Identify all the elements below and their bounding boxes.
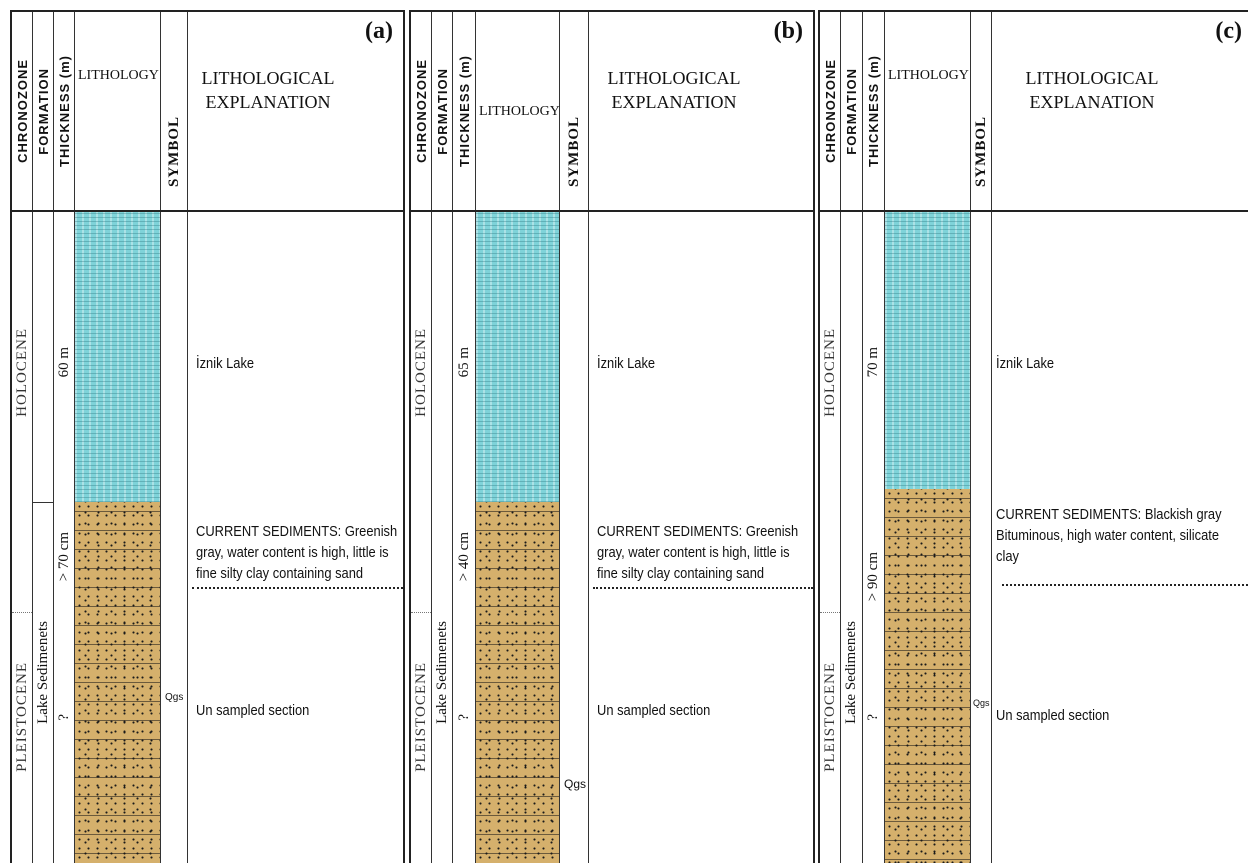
- header-divider: [12, 210, 403, 212]
- formation-header: FORMATION: [35, 67, 51, 155]
- lake-sediment-layer: [75, 502, 160, 863]
- column-divider: [588, 12, 589, 863]
- chronozone-header: CHRONOZONE: [14, 59, 30, 163]
- symbol-code: Qgs: [165, 692, 184, 703]
- panel-letter: (b): [773, 18, 803, 44]
- chronozone-header: CHRONOZONE: [822, 59, 838, 163]
- unsampled-description: Un sampled section: [196, 702, 310, 719]
- lithology-header: LITHOLOGY: [78, 68, 159, 83]
- sampling-boundary: [593, 587, 813, 589]
- column-divider: [475, 12, 476, 863]
- thickness-header: THICKNESS (m): [866, 55, 881, 167]
- explanation-header-line2: EXPLANATION: [611, 92, 737, 112]
- column-divider: [452, 12, 453, 863]
- lake-description: İznik Lake: [597, 355, 656, 372]
- stratigraphic-column-b: CHRONOZONE FORMATION THICKNESS (m) LITHO…: [409, 10, 815, 863]
- formation-header: FORMATION: [844, 67, 859, 155]
- formation-name: Lake Sedimenets: [433, 620, 450, 724]
- lake-water-layer: [75, 212, 160, 502]
- stratigraphic-column-c: CHRONOZONE FORMATION THICKNESS (m) LITHO…: [818, 10, 1248, 863]
- chronozone-boundary: [820, 612, 840, 613]
- holocene-label: HOLOCENE: [412, 327, 429, 417]
- sediment-description: CURRENT SEDIMENTS: Greenish gray, water …: [597, 523, 799, 582]
- lake-thickness: 70 m: [865, 346, 881, 378]
- pleistocene-label: PLEISTOCENE: [821, 662, 838, 772]
- lake-sediment-layer: [885, 489, 970, 863]
- chronozone-boundary: [411, 612, 431, 613]
- symbol-code: Qgs: [973, 698, 990, 708]
- lithology-header: LITHOLOGY: [479, 104, 560, 119]
- lake-water-layer: [885, 212, 970, 502]
- sediment-description: CURRENT SEDIMENTS: Greenish gray, water …: [196, 523, 398, 582]
- column-divider: [431, 12, 432, 863]
- sampling-boundary: [192, 587, 403, 589]
- symbol-header: SYMBOL: [972, 116, 989, 188]
- thickness-header: THICKNESS (m): [456, 55, 472, 167]
- chronozone-header: CHRONOZONE: [413, 59, 429, 163]
- header-divider: [820, 210, 1248, 212]
- pleistocene-label: PLEISTOCENE: [13, 662, 30, 772]
- lake-thickness: 60 m: [55, 346, 72, 378]
- column-divider: [187, 12, 188, 863]
- lake-description: İznik Lake: [996, 355, 1055, 372]
- symbol-code: Qgs: [564, 777, 587, 791]
- explanation-header-line2: EXPLANATION: [205, 92, 331, 112]
- symbol-header: SYMBOL: [565, 116, 582, 188]
- chronozone-boundary: [12, 612, 32, 613]
- holocene-label: HOLOCENE: [821, 327, 838, 417]
- sediment-thickness: > 90 cm: [865, 552, 881, 602]
- stratigraphic-column-a: CHRONOZONE FORMATION THICKNESS (m) LITHO…: [10, 10, 405, 863]
- explanation-header-line1: LITHOLOGICAL: [1025, 68, 1159, 88]
- explanation-header-line1: LITHOLOGICAL: [607, 68, 741, 88]
- holocene-label: HOLOCENE: [13, 327, 30, 417]
- thickness-header: THICKNESS (m): [56, 55, 72, 167]
- panel-letter: (a): [365, 18, 393, 44]
- header-divider: [411, 210, 813, 212]
- unsampled-description: Un sampled section: [597, 702, 711, 719]
- sediment-thickness: > 70 cm: [55, 532, 72, 582]
- lake-description: İznik Lake: [196, 355, 255, 372]
- sampling-boundary: [1002, 584, 1248, 586]
- column-divider: [991, 12, 992, 863]
- lake-water-layer: [476, 212, 559, 502]
- column-divider: [840, 12, 841, 863]
- lithology-header: LITHOLOGY: [888, 68, 969, 83]
- formation-header: FORMATION: [434, 67, 450, 155]
- column-divider: [559, 12, 560, 863]
- column-divider: [884, 12, 885, 863]
- pleistocene-label: PLEISTOCENE: [412, 662, 429, 772]
- column-divider: [32, 12, 33, 863]
- explanation-header: LITHOLOGICAL EXPLANATION: [992, 66, 1192, 114]
- unknown-thickness: ?: [865, 713, 881, 721]
- explanation-header: LITHOLOGICAL EXPLANATION: [188, 66, 348, 114]
- unsampled-description: Un sampled section: [996, 707, 1110, 724]
- explanation-header-line2: EXPLANATION: [1029, 92, 1155, 112]
- column-divider: [74, 12, 75, 863]
- sediment-thickness: > 40 cm: [455, 532, 472, 582]
- symbol-header: SYMBOL: [165, 116, 182, 188]
- column-divider: [970, 12, 971, 863]
- lake-thickness: 65 m: [455, 346, 472, 378]
- explanation-header-line1: LITHOLOGICAL: [201, 68, 335, 88]
- explanation-header: LITHOLOGICAL EXPLANATION: [589, 66, 759, 114]
- formation-name: Lake Sedimenets: [843, 620, 859, 724]
- column-divider: [862, 12, 863, 863]
- lake-sediment-layer: [476, 502, 559, 863]
- sediment-description: CURRENT SEDIMENTS: Blackish gray Bitumin…: [996, 506, 1222, 565]
- unknown-thickness: ?: [455, 713, 472, 721]
- formation-top-line: [33, 502, 53, 503]
- formation-name: Lake Sedimenets: [34, 620, 51, 724]
- panel-letter: (c): [1215, 18, 1242, 44]
- column-divider: [53, 12, 54, 863]
- unknown-thickness: ?: [55, 713, 72, 721]
- column-divider: [160, 12, 161, 863]
